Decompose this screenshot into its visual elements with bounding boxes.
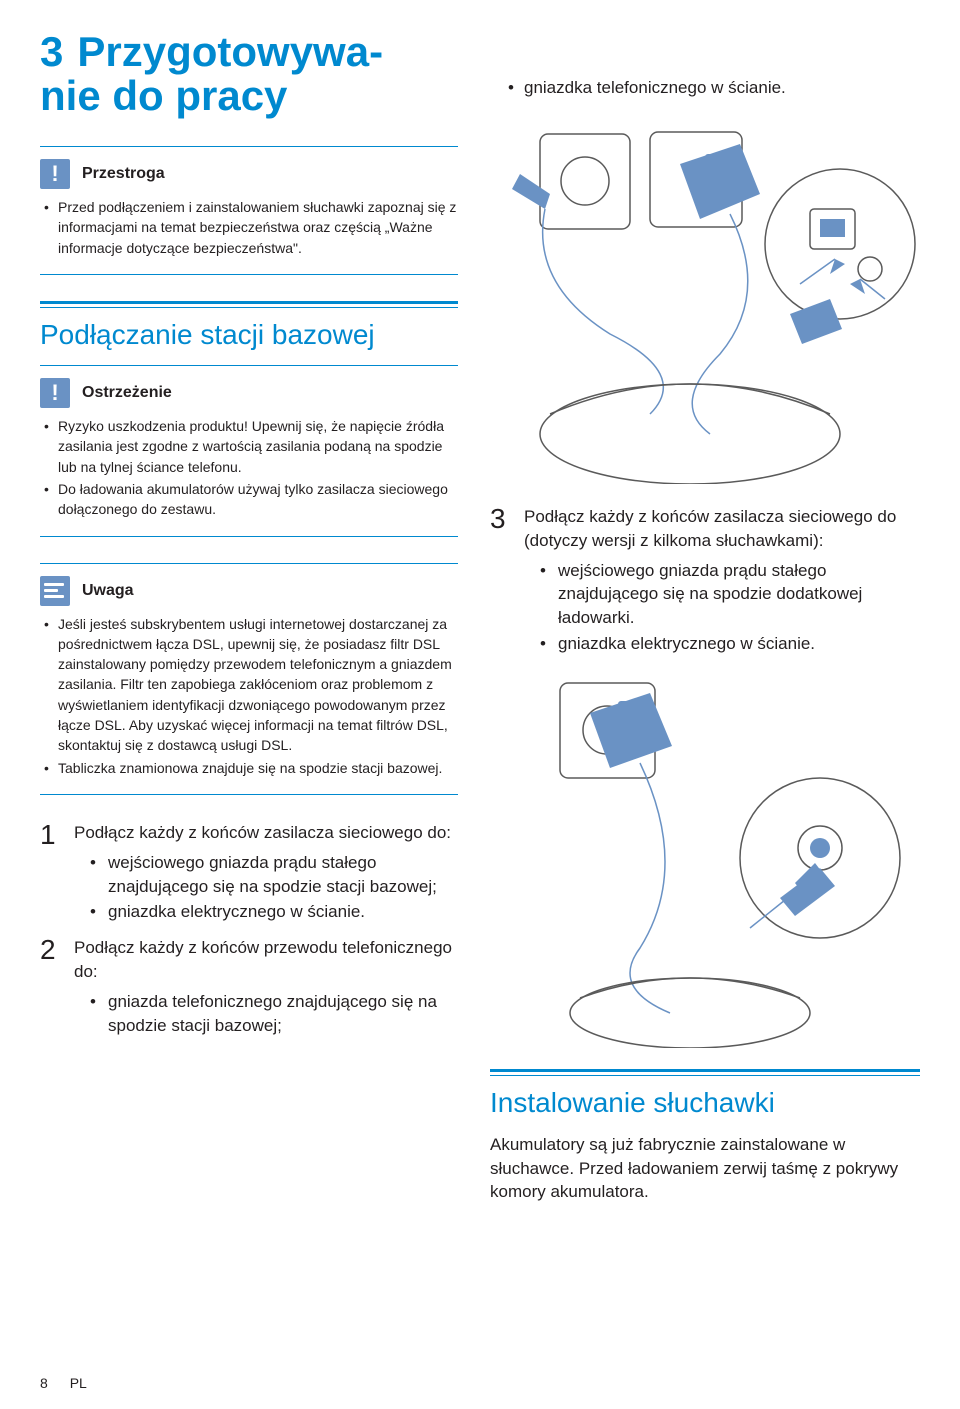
right-column: gniazdka telefonicznego w ścianie. [490,146,920,1204]
warning-item: Ryzyko uszkodzenia produktu! Upewnij się… [44,416,458,477]
chapter-number: 3 [40,28,63,75]
caution-callout: ! Przestroga Przed podłączeniem i zainst… [40,146,458,275]
note-callout: Uwaga Jeśli jesteś subskrybentem usługi … [40,563,458,795]
step-3: 3 Podłącz każdy z końców zasilacza sieci… [490,505,920,658]
section-body: Akumulatory są już fabrycznie zainstalow… [490,1133,920,1204]
page-footer: 8 PL [40,1375,87,1391]
step-number: 2 [40,936,60,1039]
note-item: Tabliczka znamionowa znajduje się na spo… [44,758,458,778]
warning-item: Do ładowania akumulatorów używaj tylko z… [44,479,458,520]
step-item: gniazdka elektrycznego w ścianie. [540,632,920,656]
illustration-base-station [490,114,920,489]
step-item: wejściowego gniazda prądu stałego znajdu… [90,851,458,899]
page-title: 3Przygotowywa- nie do pracy [40,30,470,118]
exclamation-icon: ! [40,159,70,189]
warning-callout: ! Ostrzeżenie Ryzyko uszkodzenia produkt… [40,365,458,536]
step-2: 2 Podłącz każdy z końców przewodu telefo… [40,936,458,1039]
step-lead: Podłącz każdy z końców przewodu telefoni… [74,938,452,981]
note-title: Uwaga [82,582,134,600]
caution-item: Przed podłączeniem i zainstalowaniem słu… [44,197,458,258]
illustration-charger [490,668,920,1053]
section-title: Instalowanie słuchawki [490,1087,920,1119]
page-lang: PL [70,1375,87,1391]
step-item: gniazda telefonicznego znajdującego się … [90,990,458,1038]
note-item: Jeśli jesteś subskrybentem usługi intern… [44,614,458,756]
continuation-bullet: gniazdka telefonicznego w ścianie. [490,76,920,100]
step-item: gniazdka elektrycznego w ścianie. [90,900,458,924]
note-icon [40,576,70,606]
step-number: 3 [490,505,510,658]
left-column: ! Przestroga Przed podłączeniem i zainst… [40,146,458,1204]
step-lead: Podłącz każdy z końców zasilacza sieciow… [524,507,896,550]
step-lead: Podłącz każdy z końców zasilacza sieciow… [74,823,451,842]
caution-title: Przestroga [82,165,165,183]
exclamation-icon: ! [40,378,70,408]
step-item: wejściowego gniazda prądu stałego znajdu… [540,559,920,630]
step-1: 1 Podłącz każdy z końców zasilacza sieci… [40,821,458,926]
chapter-text: Przygotowywa- nie do pracy [40,28,383,119]
step-number: 1 [40,821,60,926]
section-title: Podłączanie stacji bazowej [40,319,458,351]
section-rule-thin [40,307,458,311]
warning-title: Ostrzeżenie [82,384,172,402]
page-number: 8 [40,1375,48,1391]
section-rule-thin [490,1075,920,1079]
